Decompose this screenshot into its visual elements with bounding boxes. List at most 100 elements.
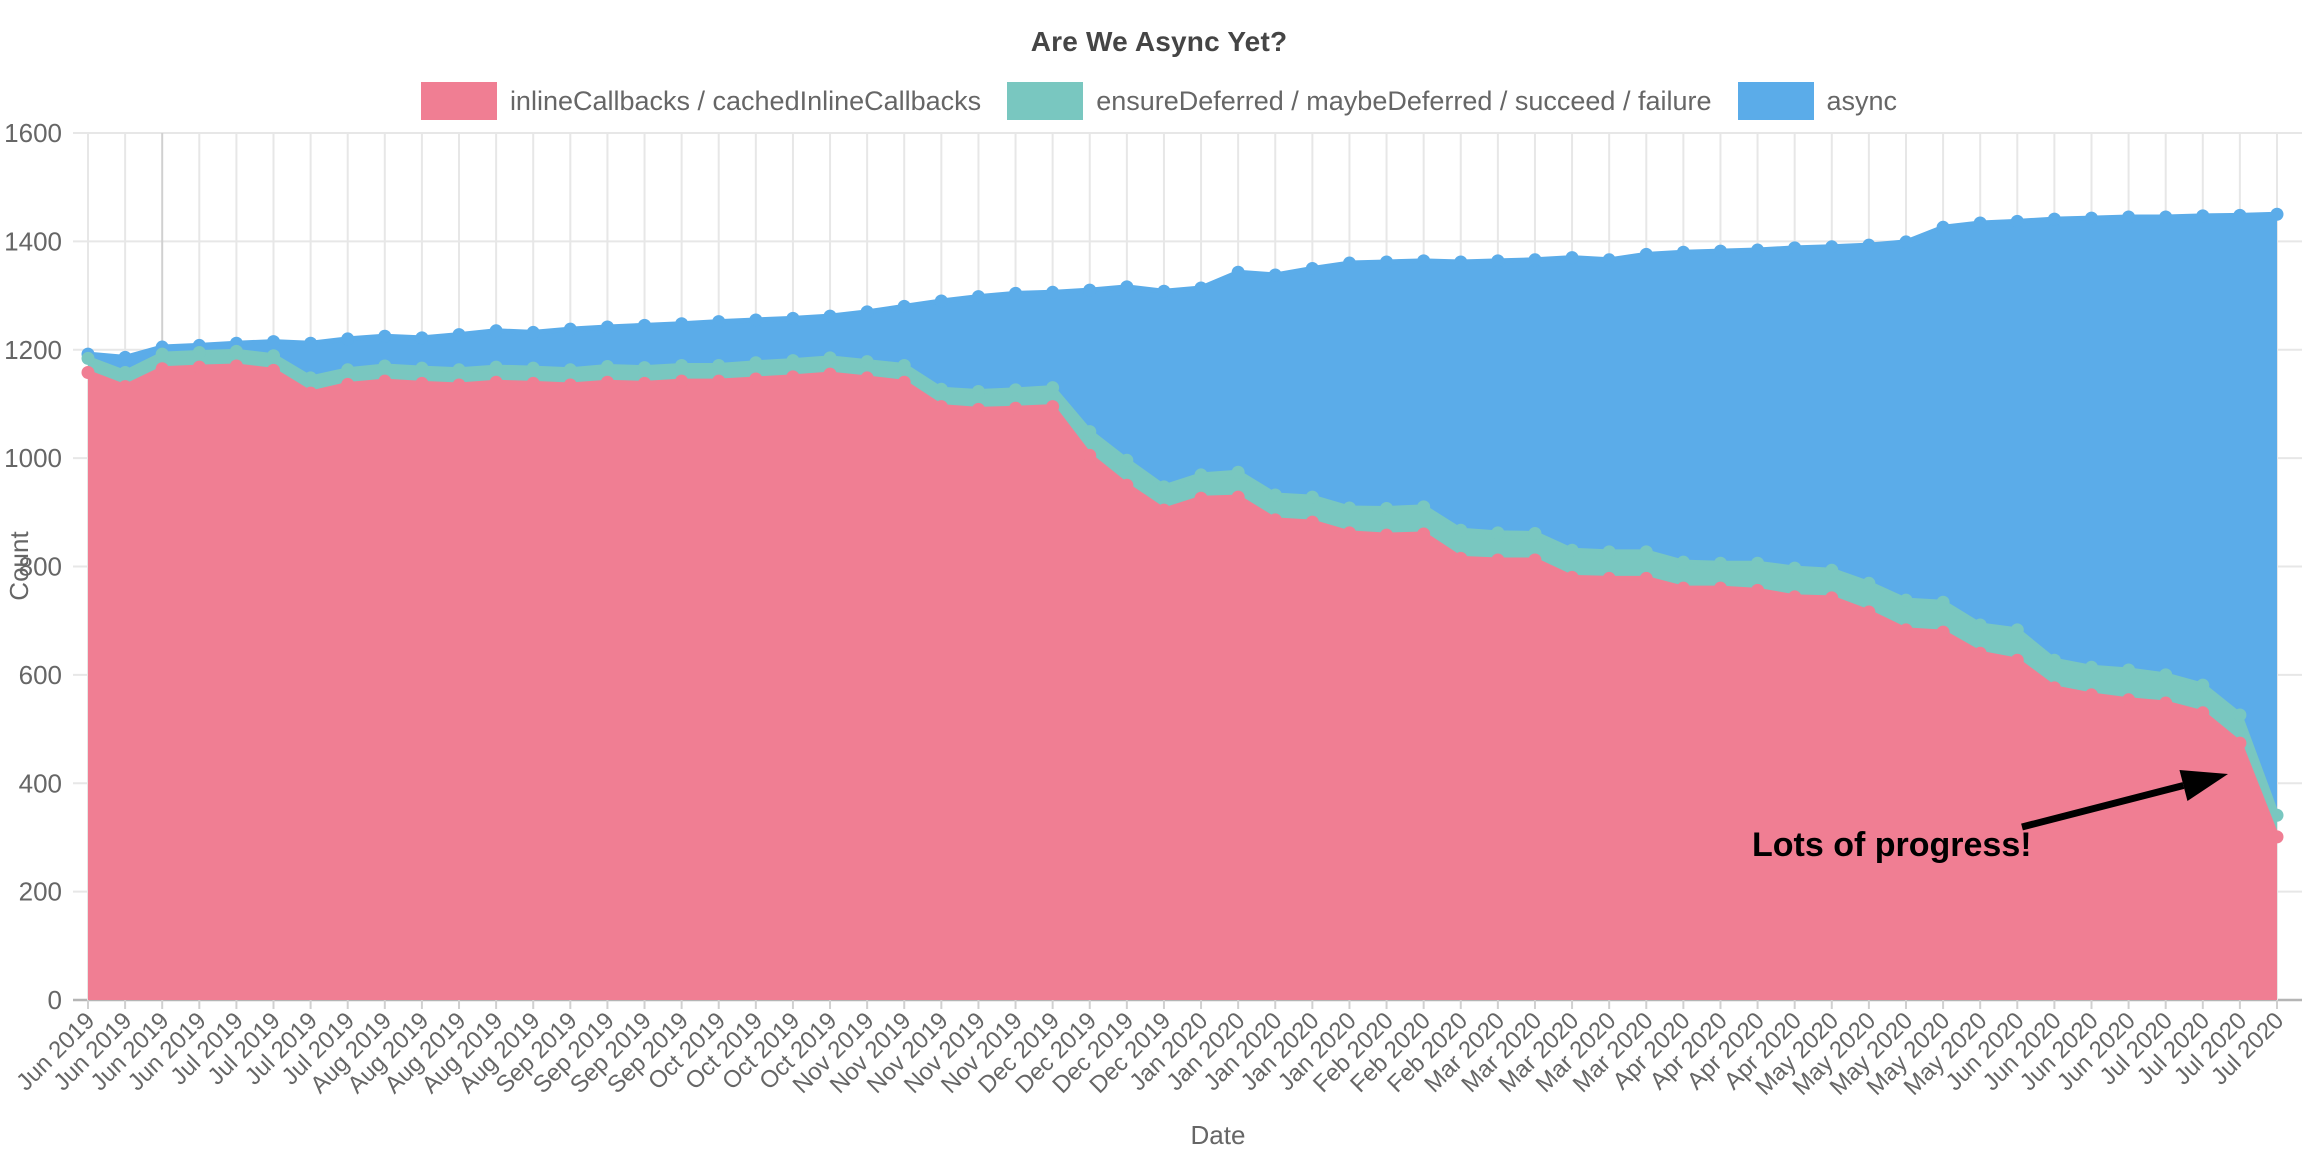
y-tick-label: 1000 [4, 443, 62, 473]
series-ensuredeferred-point [1342, 501, 1356, 515]
y-tick-label: 1600 [4, 118, 62, 148]
series-inlinecallbacks-point [1305, 515, 1319, 529]
series-ensuredeferred-point [489, 360, 503, 374]
series-ensuredeferred-point [1862, 576, 1876, 590]
series-inlinecallbacks-point [1231, 490, 1245, 504]
series-inlinecallbacks-point [1009, 401, 1023, 415]
series-inlinecallbacks-point [2084, 688, 2098, 702]
series-inlinecallbacks-point [118, 380, 132, 394]
series-inlinecallbacks-point [675, 374, 689, 388]
series-inlinecallbacks-point [1157, 503, 1171, 517]
chart-title: Are We Async Yet? [1030, 26, 1288, 57]
series-async-point [2084, 211, 2098, 225]
series-ensuredeferred-point [897, 358, 911, 372]
series-inlinecallbacks-area [88, 366, 2277, 1001]
legend-swatch-async [1737, 82, 1814, 120]
legend-label-ensuredeferred: ensureDeferred / maybeDeferred / succeed… [1096, 85, 1712, 116]
series-inlinecallbacks-point [638, 376, 652, 390]
series-async-point [489, 324, 503, 338]
legend-label-async: async [1826, 85, 1898, 116]
series-async-point [1528, 253, 1542, 267]
series-async-point [2010, 214, 2024, 228]
series-inlinecallbacks-point [823, 367, 837, 381]
series-ensuredeferred-point [712, 358, 726, 372]
series-ensuredeferred-point [1231, 465, 1245, 479]
series-inlinecallbacks-point [860, 371, 874, 385]
series-async-point [934, 294, 948, 308]
series-ensuredeferred-point [1936, 595, 1950, 609]
series-async-point [1973, 216, 1987, 230]
series-ensuredeferred-point [2122, 663, 2136, 677]
annotation-arrow-head [2179, 769, 2228, 801]
series-inlinecallbacks-point [341, 377, 355, 391]
series-async-point [971, 290, 985, 304]
series-async-point [1120, 280, 1134, 294]
series-inlinecallbacks-point [192, 360, 206, 374]
series-ensuredeferred-point [1491, 526, 1505, 540]
series-inlinecallbacks-point [786, 370, 800, 384]
series-ensuredeferred-point [860, 355, 874, 369]
series-ensuredeferred-point [600, 360, 614, 374]
series-ensuredeferred-point [81, 351, 95, 365]
y-tick-label: 0 [48, 985, 62, 1015]
series-inlinecallbacks-point [897, 375, 911, 389]
y-tick-label: 1400 [4, 226, 62, 256]
series-async-point [1083, 283, 1097, 297]
series-ensuredeferred-point [304, 371, 318, 385]
series-ensuredeferred-point [2084, 660, 2098, 674]
series-ensuredeferred-point [378, 359, 392, 373]
series-ensuredeferred-point [2010, 623, 2024, 637]
series-async-point [267, 335, 281, 349]
series-inlinecallbacks-point [1454, 551, 1468, 565]
series-async-point [2122, 210, 2136, 224]
series-async-point [1751, 243, 1765, 257]
series-async-point [712, 315, 726, 329]
series-ensuredeferred-point [155, 347, 169, 361]
series-async-point [304, 336, 318, 350]
x-axis-title: Date [1191, 1120, 1246, 1150]
series-ensuredeferred-point [1973, 618, 1987, 632]
series-inlinecallbacks-point [1899, 623, 1913, 637]
series-async-point [1676, 245, 1690, 259]
y-tick-label: 400 [19, 768, 62, 798]
legend: inlineCallbacks / cachedInlineCallbacks … [0, 82, 2318, 120]
y-axis-title: Count [4, 531, 34, 601]
series-ensuredeferred-point [2047, 653, 2061, 667]
series-inlinecallbacks-point [563, 378, 577, 392]
series-async-point [2233, 208, 2247, 222]
series-inlinecallbacks-point [1676, 581, 1690, 595]
legend-label-inlinecallbacks: inlineCallbacks / cachedInlineCallbacks [509, 85, 982, 116]
legend-swatch-ensuredeferred [1007, 82, 1084, 120]
series-inlinecallbacks-point [1417, 527, 1431, 541]
series-inlinecallbacks-point [1194, 491, 1208, 505]
series-ensuredeferred-point [1713, 556, 1727, 570]
series-async-point [1380, 255, 1394, 269]
legend-item-inlinecallbacks: inlineCallbacks / cachedInlineCallbacks [420, 82, 982, 120]
legend-item-async: async [1737, 82, 1898, 120]
series-async-point [2196, 209, 2210, 223]
series-async-point [1454, 255, 1468, 269]
series-inlinecallbacks-point [712, 374, 726, 388]
series-inlinecallbacks-point [1491, 553, 1505, 567]
series-ensuredeferred-point [1528, 526, 1542, 540]
series-ensuredeferred-point [1565, 543, 1579, 557]
series-inlinecallbacks-point [415, 376, 429, 390]
series-inlinecallbacks-point [1713, 581, 1727, 595]
legend-item-ensuredeferred: ensureDeferred / maybeDeferred / succeed… [1007, 82, 1712, 120]
series-async-point [1046, 285, 1060, 299]
series-inlinecallbacks-point [1936, 625, 1950, 639]
series-inlinecallbacks-point [749, 372, 763, 386]
series-ensuredeferred-point [1083, 425, 1097, 439]
series-async-point [786, 311, 800, 325]
series-inlinecallbacks-point [489, 375, 503, 389]
series-async-point [1157, 284, 1171, 298]
series-async-point [341, 332, 355, 346]
series-async-point [1788, 241, 1802, 255]
series-async-point [1639, 247, 1653, 261]
series-ensuredeferred-point [229, 344, 243, 358]
annotation-arrow-shaft [2021, 782, 2185, 831]
series-ensuredeferred-point [1194, 468, 1208, 482]
series-inlinecallbacks-point [155, 362, 169, 376]
annotation-text: Lots of progress! [1752, 826, 2032, 864]
